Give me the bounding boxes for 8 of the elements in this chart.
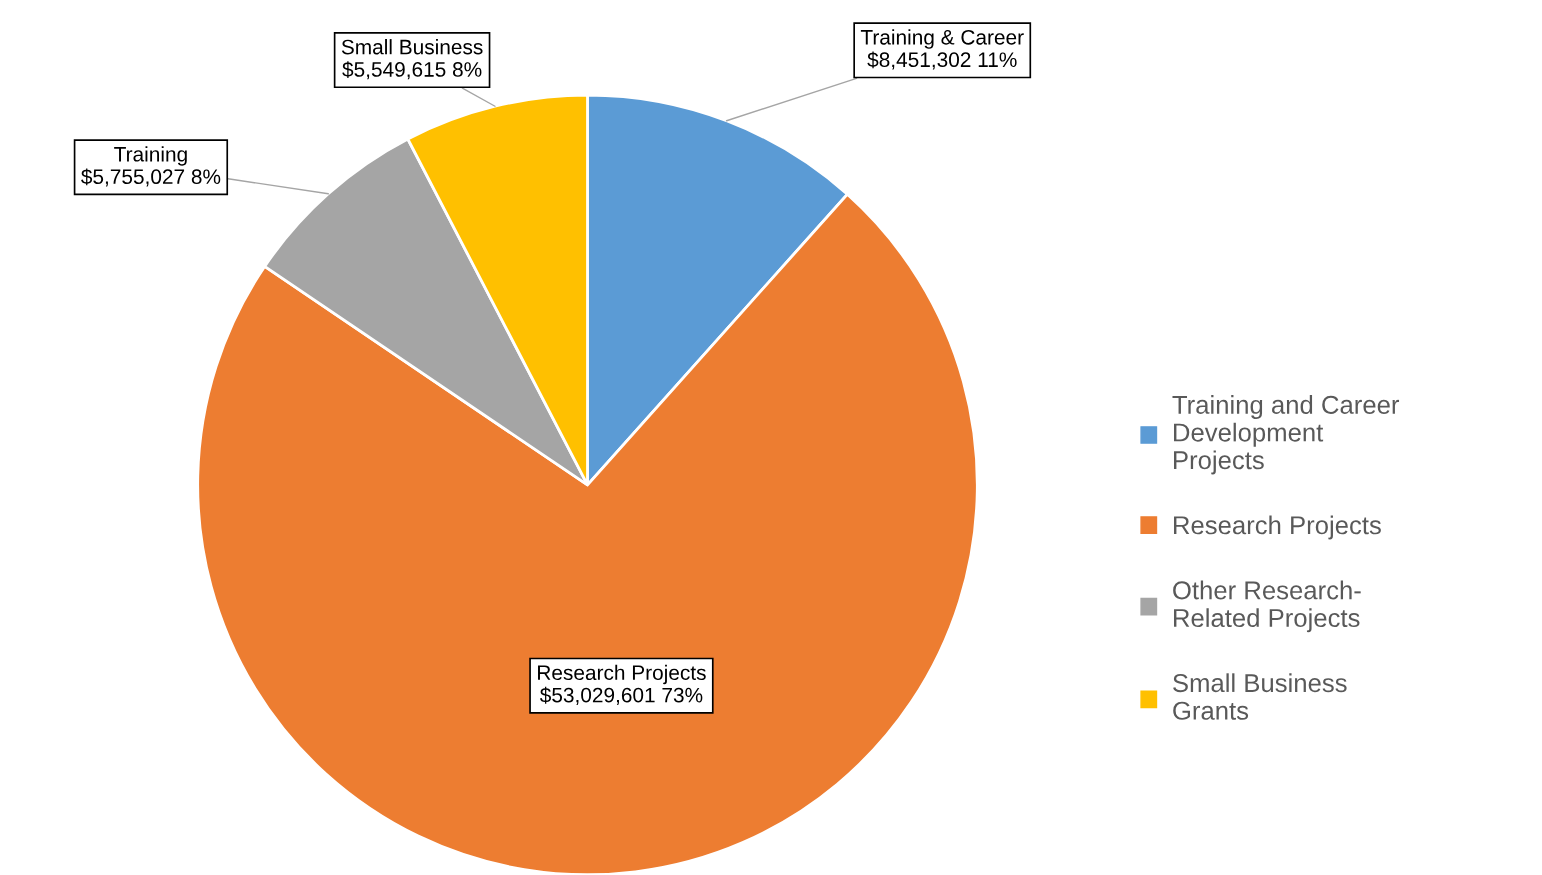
data-label: Small Business $5,549,615 8% (341, 39, 483, 80)
legend-label: Other Research- Related Projects (1173, 580, 1361, 633)
data-label: Training $5,755,027 8% (81, 146, 221, 187)
data-label: Research Projects $53,029,601 73% (538, 664, 706, 705)
legend-label: Research Projects (1174, 515, 1381, 540)
data-label: Training & Career $8,451,302 11% (860, 29, 1024, 70)
legend-label: Training and Career Development Projects (1172, 395, 1400, 475)
legend-label: Small Business Grants (1173, 673, 1347, 720)
